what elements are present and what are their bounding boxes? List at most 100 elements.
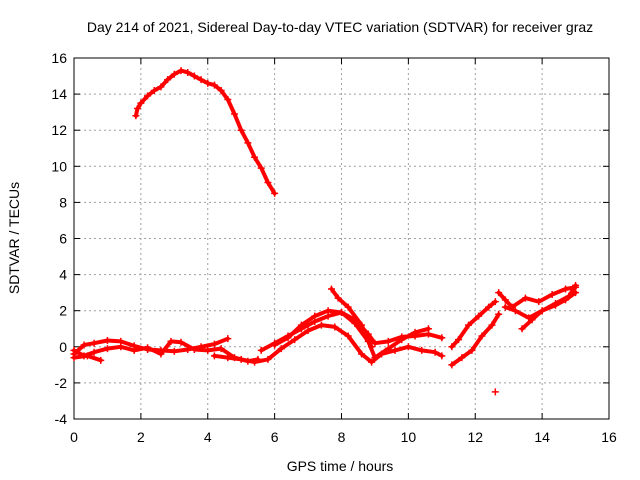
data-point [150, 86, 158, 94]
data-point [518, 325, 526, 333]
data-point [210, 81, 218, 89]
data-point [521, 294, 529, 302]
data-point [511, 307, 519, 315]
x-tick-label: 8 [338, 429, 346, 445]
data-point [424, 325, 432, 333]
data-point [495, 310, 503, 318]
data-point [465, 321, 473, 329]
data-point [70, 346, 78, 354]
data-point [257, 346, 265, 354]
data-point [277, 345, 285, 353]
data-point [351, 319, 359, 327]
data-point [103, 345, 111, 353]
data-point [90, 348, 98, 356]
data-point [478, 332, 486, 340]
data-point [210, 352, 218, 360]
x-tick-label: 10 [401, 429, 417, 445]
data-point [338, 309, 345, 317]
data-point [438, 352, 446, 360]
series-arc-13 [501, 281, 580, 322]
y-tick-label: 2 [59, 303, 67, 319]
series-arc-8 [327, 285, 376, 351]
x-tick-label: 6 [271, 429, 279, 445]
data-point [304, 327, 312, 335]
data-point [391, 346, 399, 354]
y-tick-label: 4 [59, 267, 67, 283]
y-axis-label: SDTVAR / TECUs [6, 182, 22, 294]
gridlines [74, 58, 609, 419]
x-tick-label: 16 [601, 429, 617, 445]
data-point [565, 292, 573, 300]
x-tick-label: 14 [534, 429, 550, 445]
data-point [177, 67, 185, 75]
data-point [491, 388, 499, 396]
y-tick-label: 6 [59, 231, 67, 247]
data-point [244, 139, 252, 147]
data-point [217, 86, 225, 94]
data-point [468, 346, 476, 354]
series-line [449, 312, 501, 367]
y-tick-label: 12 [51, 122, 67, 138]
data-point [411, 328, 419, 336]
data-point [103, 336, 111, 344]
data-point [291, 336, 299, 344]
x-axis-ticks: 0 2 4 6 8 10 12 14 16 [70, 58, 617, 445]
data-point [404, 343, 412, 351]
data-point [488, 321, 496, 329]
data-point [157, 350, 165, 358]
data-point [271, 189, 279, 197]
data-point [184, 68, 192, 76]
data-point [418, 346, 426, 354]
data-point [501, 303, 509, 311]
data-point [97, 356, 105, 364]
data-point [431, 348, 439, 356]
data-point [501, 296, 509, 304]
data-point [572, 281, 580, 289]
data-point [177, 338, 185, 346]
data-point [204, 79, 212, 87]
data-point [331, 323, 339, 331]
data-point [384, 345, 392, 353]
data-point [224, 335, 232, 343]
data-point [525, 314, 533, 322]
data-point [144, 92, 152, 100]
y-tick-label: 0 [59, 339, 67, 355]
data-point [368, 358, 376, 366]
data-point [324, 307, 332, 315]
data-point [491, 298, 499, 306]
data-point [144, 344, 152, 352]
x-tick-label: 2 [137, 429, 145, 445]
y-axis-ticks: -4 -2 0 2 4 6 8 10 12 14 16 [51, 50, 609, 427]
data-point [224, 354, 232, 362]
data-point [217, 345, 225, 353]
x-axis-label: GPS time / hours [287, 458, 394, 474]
data-point [548, 290, 556, 298]
series-arc-10 [448, 310, 503, 369]
data-point [264, 179, 272, 187]
data-point [164, 76, 172, 84]
data-point [271, 341, 279, 349]
data-point [137, 99, 145, 107]
data-point [538, 307, 546, 315]
data-point [344, 332, 352, 340]
data-point [368, 343, 376, 351]
data-point [384, 337, 392, 345]
data-point [237, 126, 245, 134]
series-arc-1 [132, 67, 279, 197]
data-point [311, 312, 319, 320]
data-point [264, 355, 272, 363]
series-arc-9 [448, 298, 499, 351]
x-tick-label: 12 [467, 429, 483, 445]
data-point [358, 350, 366, 358]
series-point-1 [491, 388, 499, 396]
data-point [83, 352, 91, 360]
data-point [317, 321, 325, 329]
data-point [167, 337, 175, 345]
data-point [157, 83, 165, 91]
data-point [231, 110, 238, 118]
data-point [204, 346, 212, 354]
y-tick-label: -4 [55, 411, 68, 427]
data-point [448, 361, 456, 369]
data-point [130, 346, 138, 354]
data-point [495, 289, 503, 297]
